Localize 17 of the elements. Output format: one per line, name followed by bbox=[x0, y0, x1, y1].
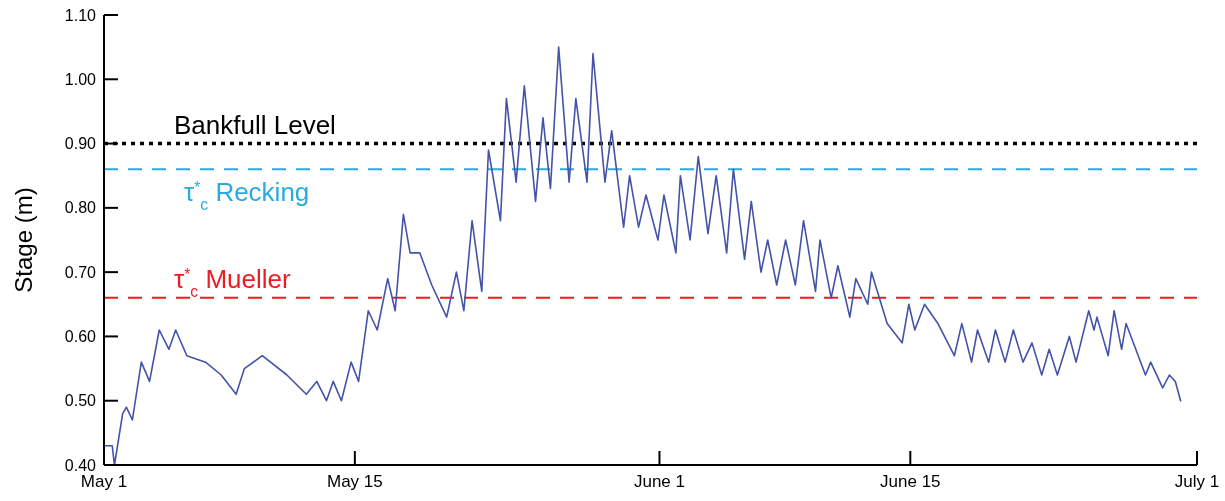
y-tick-label: 0.60 bbox=[64, 328, 97, 346]
ref-line-label: τ$^{*}$$_{c}$ Recking bbox=[184, 177, 310, 213]
y-tick-label: 0.70 bbox=[64, 263, 97, 281]
y-tick-label: 0.40 bbox=[64, 456, 97, 474]
ref-line-label: τ$^{*}$$_{c}$ Mueller bbox=[174, 263, 291, 300]
y-axis-title: Stage (m) bbox=[10, 187, 37, 293]
y-tick-label: 0.50 bbox=[64, 392, 97, 410]
y-tick-label: 0.80 bbox=[64, 199, 97, 217]
x-tick-label: May 1 bbox=[80, 472, 128, 491]
y-tick-label: 0.90 bbox=[64, 135, 97, 153]
y-tick-label: 1.00 bbox=[64, 70, 97, 88]
x-tick-label: May 15 bbox=[326, 472, 383, 491]
x-tick-label: June 15 bbox=[880, 472, 941, 491]
y-tick-label: 1.10 bbox=[64, 6, 97, 24]
x-tick-label: June 1 bbox=[633, 472, 685, 491]
ref-line-label: Bankfull Level bbox=[174, 109, 336, 140]
x-tick-label: July 1 bbox=[1174, 472, 1220, 491]
